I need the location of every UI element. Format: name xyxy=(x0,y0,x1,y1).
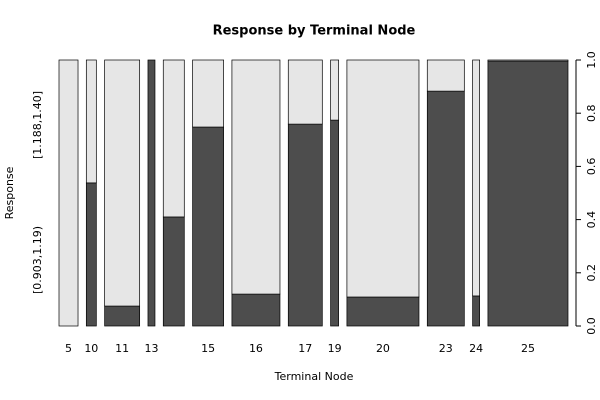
level-label: [1.188,1.40] xyxy=(31,91,44,159)
bar-segment xyxy=(330,59,339,121)
chart-title: Response by Terminal Node xyxy=(213,24,416,39)
y-tick-label: 0.6 xyxy=(585,158,598,176)
bar-segment xyxy=(287,123,323,327)
bar-segment xyxy=(330,119,339,327)
x-tick-label: 23 xyxy=(439,342,453,355)
x-tick-label: 24 xyxy=(469,342,483,355)
bar-segment xyxy=(162,59,185,218)
x-tick-label: 25 xyxy=(521,342,535,355)
x-tick-label: 16 xyxy=(249,342,263,355)
x-tick-label: 5 xyxy=(65,342,72,355)
bar-segment xyxy=(487,60,569,327)
bar-segment xyxy=(231,293,281,327)
x-tick-label: 15 xyxy=(201,342,215,355)
x-tick-label: 19 xyxy=(328,342,342,355)
x-tick-label: 17 xyxy=(298,342,312,355)
bar-segment xyxy=(231,59,281,295)
bar-segment xyxy=(85,59,97,184)
y-tick-label: 0.2 xyxy=(585,264,598,282)
bar-segment xyxy=(85,182,97,327)
x-tick-label: 11 xyxy=(115,342,129,355)
bar-segment xyxy=(426,90,465,327)
y-tick-label: 0.8 xyxy=(585,104,598,122)
bar-segment xyxy=(147,59,156,327)
bar-segment xyxy=(104,59,141,307)
x-tick-label: 13 xyxy=(144,342,158,355)
bar-segment xyxy=(472,59,480,297)
bar-segment xyxy=(287,59,323,125)
bar-segment xyxy=(487,59,569,62)
x-axis-label: Terminal Node xyxy=(274,370,354,383)
y-tick-label: 1.0 xyxy=(585,51,598,69)
y-tick-label: 0.4 xyxy=(585,211,598,229)
level-label: [0.903,1.19) xyxy=(31,226,44,294)
bar-segment xyxy=(192,126,224,327)
bar-segment xyxy=(58,59,79,327)
bar-segment xyxy=(472,295,480,327)
bar-segment xyxy=(346,59,420,298)
y-axis-label: Response xyxy=(3,166,16,219)
bar-segment xyxy=(162,216,185,327)
bar-segment xyxy=(192,59,224,128)
y-tick-label: 0.0 xyxy=(585,317,598,335)
bar-segment xyxy=(426,59,465,92)
x-tick-label: 10 xyxy=(84,342,98,355)
bar-segment xyxy=(104,305,141,327)
bar-segment xyxy=(346,296,420,327)
x-tick-label: 20 xyxy=(376,342,390,355)
